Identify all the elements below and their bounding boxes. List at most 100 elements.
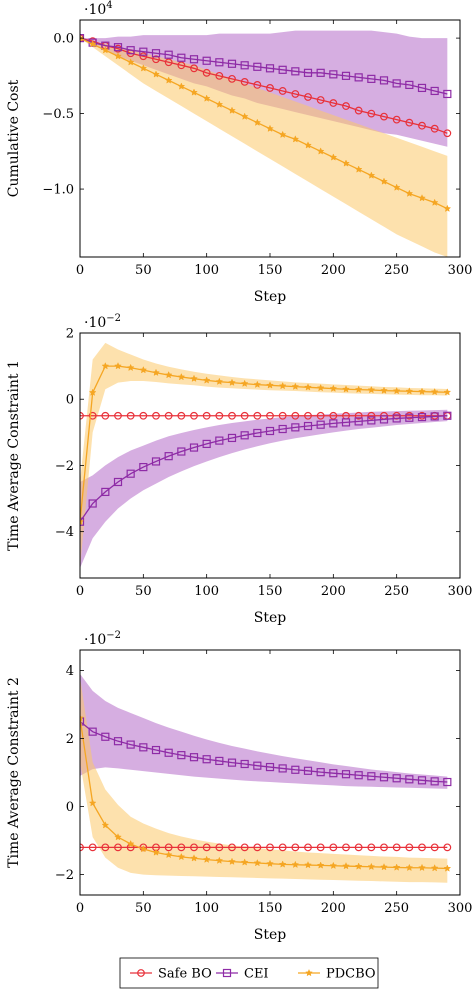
point-cei — [278, 65, 287, 74]
x-tick-label: 200 — [321, 584, 346, 599]
point-pdcbo — [139, 845, 148, 853]
y-tick-label: 0 — [66, 393, 74, 408]
point-cei — [417, 412, 427, 422]
point-cei — [113, 737, 123, 746]
point-cei — [151, 49, 161, 58]
point-pdcbo — [367, 862, 376, 871]
point-cei — [240, 431, 249, 440]
point-safe-bo — [342, 102, 350, 110]
point-pdcbo — [266, 124, 274, 132]
point-safe-bo — [418, 121, 426, 130]
x-tick-label: 50 — [135, 584, 152, 599]
point-pdcbo — [101, 46, 110, 54]
point-pdcbo — [253, 380, 262, 388]
point-pdcbo — [266, 381, 274, 389]
point-pdcbo — [278, 130, 287, 139]
point-cei — [392, 79, 401, 88]
line-cei — [80, 37, 448, 95]
band-cei — [80, 673, 448, 789]
band-cei — [80, 409, 448, 569]
point-pdcbo — [202, 94, 211, 102]
x-axis-label: Step — [254, 927, 287, 943]
point-pdcbo — [126, 58, 135, 66]
point-cei — [139, 47, 148, 56]
point-safe-bo — [266, 411, 274, 420]
point-safe-bo — [367, 411, 376, 420]
chart-panel-cumulative-cost: 0 50 100 150 200 250 300 0.0 −0.5 −1.0 Step Cumulat… — [6, 0, 472, 305]
point-cei — [392, 774, 401, 783]
point-cei — [405, 775, 414, 784]
point-pdcbo — [253, 118, 262, 126]
x-tick-label: 150 — [258, 584, 283, 599]
x-tick-label: 250 — [384, 263, 409, 278]
point-safe-bo — [304, 843, 312, 852]
point-cei — [443, 411, 452, 420]
point-safe-bo — [80, 843, 84, 852]
point-safe-bo — [240, 843, 249, 852]
point-safe-bo — [316, 843, 325, 852]
point-safe-bo — [177, 843, 186, 852]
point-cei — [215, 756, 224, 766]
point-safe-bo — [354, 411, 363, 420]
point-safe-bo — [177, 411, 186, 420]
point-pdcbo — [152, 368, 160, 377]
point-pdcbo — [215, 377, 224, 385]
point-pdcbo — [304, 141, 312, 149]
legend-marker — [305, 968, 313, 977]
point-pdcbo — [266, 859, 274, 867]
point-pdcbo — [240, 379, 249, 387]
point-safe-bo — [253, 411, 262, 420]
band-cei — [80, 30, 448, 147]
point-pdcbo — [304, 861, 312, 869]
point-pdcbo — [392, 386, 401, 395]
point-pdcbo — [316, 383, 325, 392]
point-pdcbo — [329, 384, 338, 392]
legend-marker — [137, 969, 145, 977]
point-safe-bo — [380, 112, 388, 121]
point-cei — [265, 64, 275, 73]
point-pdcbo — [253, 858, 262, 867]
point-cei — [177, 751, 186, 760]
point-pdcbo — [126, 839, 135, 848]
point-pdcbo — [139, 366, 148, 374]
point-cei — [126, 469, 135, 478]
point-pdcbo — [202, 855, 211, 863]
point-cei — [354, 771, 363, 780]
point-pdcbo — [367, 385, 376, 394]
point-cei — [303, 766, 313, 775]
x-tick-label: 100 — [194, 263, 219, 278]
point-cei — [265, 762, 275, 772]
point-pdcbo — [354, 165, 363, 173]
point-pdcbo — [329, 861, 338, 870]
point-pdcbo — [228, 378, 236, 386]
point-pdcbo — [342, 862, 350, 870]
point-pdcbo — [152, 848, 160, 856]
point-cei — [164, 50, 173, 59]
x-tick-label: 250 — [384, 901, 409, 916]
point-safe-bo — [278, 843, 287, 852]
point-safe-bo — [266, 843, 274, 852]
x-tick-label: 150 — [258, 263, 283, 278]
point-safe-bo — [228, 411, 236, 420]
point-safe-bo — [291, 411, 300, 420]
point-safe-bo — [202, 68, 211, 77]
point-pdcbo — [202, 376, 211, 384]
point-cei — [341, 770, 351, 779]
band-pdcbo — [80, 677, 448, 883]
x-tick-label: 150 — [258, 901, 283, 916]
point-safe-bo — [316, 411, 325, 420]
point-cei — [253, 761, 262, 770]
point-cei — [354, 73, 363, 82]
point-cei — [164, 748, 173, 757]
point-safe-bo — [253, 843, 262, 852]
point-cei — [417, 776, 427, 785]
legend-item-cei: CEI — [216, 967, 269, 982]
point-safe-bo — [80, 411, 84, 420]
point-pdcbo — [418, 863, 426, 872]
point-cei — [240, 61, 249, 70]
point-cei — [367, 772, 376, 781]
point-pdcbo — [190, 88, 198, 96]
legend-box — [119, 957, 379, 989]
legend: Safe BO CEI PDCBO — [119, 957, 379, 989]
